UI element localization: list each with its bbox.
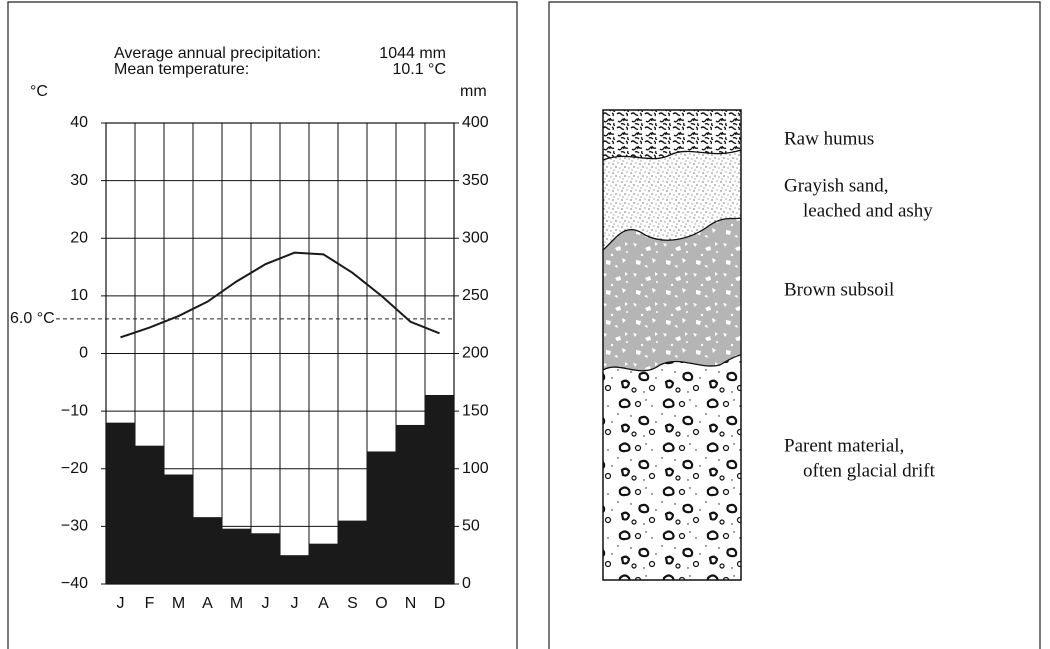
- y-tick-label: 40: [70, 114, 88, 131]
- x-tick-label: M: [172, 595, 185, 612]
- y2-tick-label: 250: [462, 287, 489, 304]
- precipitation-bar: [396, 425, 425, 584]
- y2-axis-unit: mm: [460, 83, 487, 100]
- precipitation-bar: [164, 475, 193, 584]
- climate-chart: −40−30−20−100102030400501001502002503003…: [10, 114, 489, 612]
- y2-tick-label: 200: [462, 345, 489, 362]
- reference-label: 6.0 °C: [10, 310, 55, 327]
- precipitation-bar: [106, 423, 135, 584]
- annotation: Mean temperature:: [114, 61, 249, 78]
- precipitation-bar: [367, 451, 396, 584]
- y-tick-label: −30: [61, 518, 88, 535]
- precipitation-bar: [425, 395, 454, 584]
- precipitation-bar: [309, 544, 338, 584]
- y2-tick-label: 0: [462, 575, 471, 592]
- x-tick-label: J: [262, 595, 270, 612]
- precipitation-bar: [222, 529, 251, 584]
- layer-label: often glacial drift: [803, 460, 936, 481]
- y2-tick-label: 400: [462, 114, 489, 131]
- precipitation-bar: [251, 533, 280, 584]
- y2-tick-label: 350: [462, 172, 489, 189]
- precipitation-bar: [280, 555, 309, 584]
- x-tick-label: M: [230, 595, 243, 612]
- y-tick-label: −40: [61, 575, 88, 592]
- y-tick-label: 10: [70, 287, 88, 304]
- layer-label: Grayish sand,: [784, 175, 888, 196]
- y-tick-label: 30: [70, 172, 88, 189]
- soil-column: [603, 110, 741, 580]
- annotation: 1044 mm: [379, 45, 446, 62]
- y-tick-label: −20: [61, 460, 88, 477]
- x-tick-label: A: [202, 595, 213, 612]
- y-tick-label: −10: [61, 402, 88, 419]
- y2-tick-label: 300: [462, 229, 489, 246]
- annotation: Average annual precipitation:: [114, 45, 321, 62]
- y-tick-label: 20: [70, 229, 88, 246]
- x-tick-label: N: [405, 595, 417, 612]
- annotation: 10.1 °C: [392, 61, 446, 78]
- x-tick-label: F: [145, 595, 155, 612]
- x-tick-label: A: [318, 595, 329, 612]
- y2-tick-label: 100: [462, 460, 489, 477]
- layer-label: Brown subsoil: [784, 279, 894, 300]
- x-tick-label: D: [434, 595, 446, 612]
- page: Average annual precipitation: 1044 mm Me…: [0, 0, 1050, 649]
- layer-label: leached and ashy: [803, 200, 933, 221]
- precipitation-bar: [135, 446, 164, 584]
- y2-tick-label: 50: [462, 518, 480, 535]
- precipitation-bar: [193, 517, 222, 584]
- y2-tick-label: 150: [462, 402, 489, 419]
- layer-label: Raw humus: [784, 128, 874, 149]
- layer-label: Parent material,: [784, 435, 904, 456]
- x-tick-label: S: [347, 595, 358, 612]
- x-tick-label: O: [375, 595, 387, 612]
- y-tick-label: 0: [79, 345, 88, 362]
- y-axis-unit: °C: [30, 83, 48, 100]
- x-tick-label: J: [117, 595, 125, 612]
- x-tick-label: J: [291, 595, 299, 612]
- precipitation-bar: [338, 521, 367, 584]
